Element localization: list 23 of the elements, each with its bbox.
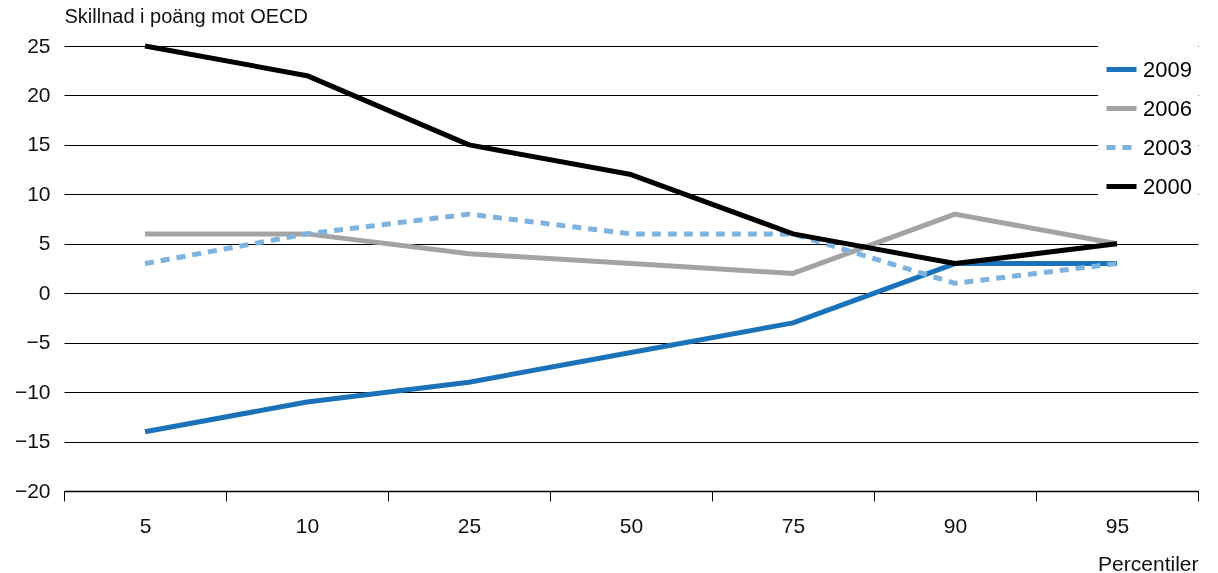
x-tick-label: 90 (943, 513, 968, 537)
y-tick-label: 25 (27, 33, 51, 57)
x-tick-label: 5 (139, 513, 152, 537)
y-tick-label: 20 (27, 82, 51, 106)
x-tick-label: 95 (1105, 513, 1130, 537)
x-tick-label: 50 (619, 513, 644, 537)
legend-label: 2000 (1143, 173, 1192, 199)
y-tick-label: −15 (14, 429, 51, 453)
x-tick-label: 75 (781, 513, 806, 537)
x-axis-title: Percentiler (1098, 551, 1199, 573)
y-tick-label: −5 (26, 330, 51, 354)
y-tick-label: 5 (38, 231, 51, 255)
y-tick-label: 0 (38, 280, 51, 304)
y-tick-label: 15 (27, 132, 51, 156)
x-tick-label: 10 (295, 513, 320, 537)
legend-label: 2009 (1143, 56, 1192, 82)
y-tick-label: −20 (14, 478, 51, 502)
y-tick-label: −10 (14, 379, 51, 403)
x-tick-label: 25 (457, 513, 482, 537)
y-tick-label: 10 (27, 181, 51, 205)
y-axis-title: Skillnad i poäng mot OECD (64, 4, 308, 27)
legend-label: 2006 (1143, 95, 1192, 121)
legend-label: 2003 (1143, 134, 1192, 160)
